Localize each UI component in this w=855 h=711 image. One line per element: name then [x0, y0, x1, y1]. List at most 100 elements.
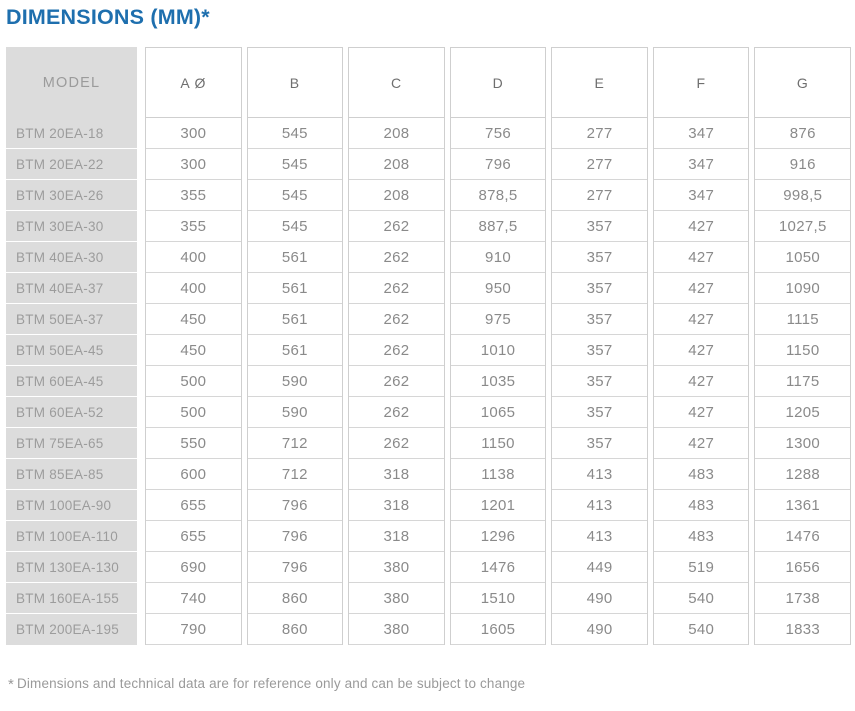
- table-cell: 262: [349, 428, 444, 459]
- table-cell: 449: [552, 552, 647, 583]
- table-cell: 519: [653, 552, 749, 583]
- table-cell: 355: [146, 211, 241, 242]
- column-header: C: [349, 47, 444, 118]
- dimensions-table: MODEL BTM 20EA-18 BTM 20EA-22 BTM 30EA-26 BT…: [6, 47, 852, 645]
- table-cell: 262: [349, 242, 444, 273]
- column-header: B: [247, 47, 343, 118]
- table-cell: 357: [552, 273, 647, 304]
- table-cell: 1605: [450, 614, 546, 645]
- table-cell: 1115: [755, 304, 851, 335]
- table-row-model-cell: BTM 60EA-45: [6, 366, 137, 397]
- table-cell: 277: [552, 118, 647, 149]
- table-cell: 355: [146, 180, 241, 211]
- table-cell: 427: [653, 366, 749, 397]
- table-cell: 540: [653, 614, 749, 645]
- table-cell: 483: [653, 521, 749, 552]
- table-cell: 400: [146, 242, 241, 273]
- table-row-model-cell: BTM 40EA-30: [6, 242, 137, 273]
- table-cell: 427: [653, 273, 749, 304]
- table-row-model-cell: BTM 100EA-90: [6, 490, 137, 521]
- table-cell: 655: [146, 490, 241, 521]
- table-cell: 756: [450, 118, 546, 149]
- table-cell: 483: [653, 490, 749, 521]
- column-header: F: [653, 47, 749, 118]
- table-cell: 1296: [450, 521, 546, 552]
- table-row-model-cell: BTM 20EA-18: [6, 118, 137, 149]
- table-cell: 712: [247, 428, 343, 459]
- table-cell: 796: [247, 552, 343, 583]
- table-cell: 300: [146, 118, 241, 149]
- table-row-model-cell: BTM 130EA-130: [6, 552, 137, 583]
- footnote: * Dimensions and technical data are for r…: [8, 676, 525, 693]
- table-cell: 860: [247, 583, 343, 614]
- table-cell: 796: [450, 149, 546, 180]
- table-cell: 357: [552, 397, 647, 428]
- table-cell: 561: [247, 273, 343, 304]
- table-cell: 1300: [755, 428, 851, 459]
- table-cell: 545: [247, 149, 343, 180]
- footnote-text: Dimensions and technical data are for re…: [17, 676, 526, 691]
- table-cell: 1035: [450, 366, 546, 397]
- table-cell: 796: [247, 490, 343, 521]
- table-cell: 347: [653, 180, 749, 211]
- column-d: D 756 796 878,5 887,5 910 950 975 1010 1035 1065 11…: [449, 47, 547, 645]
- table-cell: 427: [653, 304, 749, 335]
- table-cell: 208: [349, 180, 444, 211]
- table-cell: 1288: [755, 459, 851, 490]
- table-cell: 300: [146, 149, 241, 180]
- column-header: E: [552, 47, 647, 118]
- table-cell: 427: [653, 335, 749, 366]
- table-cell: 1510: [450, 583, 546, 614]
- table-cell: 277: [552, 149, 647, 180]
- table-cell: 490: [552, 583, 647, 614]
- column-c: C 208 208 208 262 262 262 262 262 262 262 262 318 318…: [348, 47, 445, 645]
- table-cell: 887,5: [450, 211, 546, 242]
- table-cell: 357: [552, 335, 647, 366]
- table-cell: 208: [349, 149, 444, 180]
- table-cell: 950: [450, 273, 546, 304]
- table-cell: 561: [247, 242, 343, 273]
- table-cell: 262: [349, 397, 444, 428]
- table-cell: 318: [349, 521, 444, 552]
- table-cell: 357: [552, 304, 647, 335]
- table-cell: 545: [247, 118, 343, 149]
- table-cell: 347: [653, 118, 749, 149]
- table-cell: 1175: [755, 366, 851, 397]
- table-row-model-cell: BTM 75EA-65: [6, 428, 137, 459]
- table-cell: 347: [653, 149, 749, 180]
- footnote-asterisk: *: [8, 676, 14, 693]
- table-cell: 878,5: [450, 180, 546, 211]
- table-cell: 490: [552, 614, 647, 645]
- table-row-model-cell: BTM 50EA-37: [6, 304, 137, 335]
- table-cell: 712: [247, 459, 343, 490]
- table-row-model-cell: BTM 50EA-45: [6, 335, 137, 366]
- table-row-model-cell: BTM 85EA-85: [6, 459, 137, 490]
- table-cell: 655: [146, 521, 241, 552]
- table-cell: 545: [247, 180, 343, 211]
- table-cell: 1150: [450, 428, 546, 459]
- table-cell: 690: [146, 552, 241, 583]
- table-cell: 262: [349, 211, 444, 242]
- table-cell: 262: [349, 273, 444, 304]
- table-cell: 790: [146, 614, 241, 645]
- column-f: F 347 347 347 427 427 427 427 427 427 427 427 483 483…: [652, 47, 750, 645]
- table-cell: 500: [146, 397, 241, 428]
- table-cell: 427: [653, 242, 749, 273]
- table-cell: 1090: [755, 273, 851, 304]
- table-cell: 540: [653, 583, 749, 614]
- table-row-model-cell: BTM 60EA-52: [6, 397, 137, 428]
- column-b: B 545 545 545 545 561 561 561 561 590 590 712 712 796…: [246, 47, 344, 645]
- table-cell: 1833: [755, 614, 851, 645]
- table-cell: 357: [552, 242, 647, 273]
- table-cell: 916: [755, 149, 851, 180]
- table-cell: 1361: [755, 490, 851, 521]
- table-cell: 1138: [450, 459, 546, 490]
- table-cell: 262: [349, 335, 444, 366]
- column-e: E 277 277 277 357 357 357 357 357 357 357 357 413 413…: [551, 47, 648, 645]
- column-g: G 876 916 998,5 1027,5 1050 1090 1115 1150 1175 12…: [754, 47, 852, 645]
- table-cell: 600: [146, 459, 241, 490]
- table-row-model-cell: BTM 200EA-195: [6, 614, 137, 645]
- table-cell: 876: [755, 118, 851, 149]
- table-cell: 740: [146, 583, 241, 614]
